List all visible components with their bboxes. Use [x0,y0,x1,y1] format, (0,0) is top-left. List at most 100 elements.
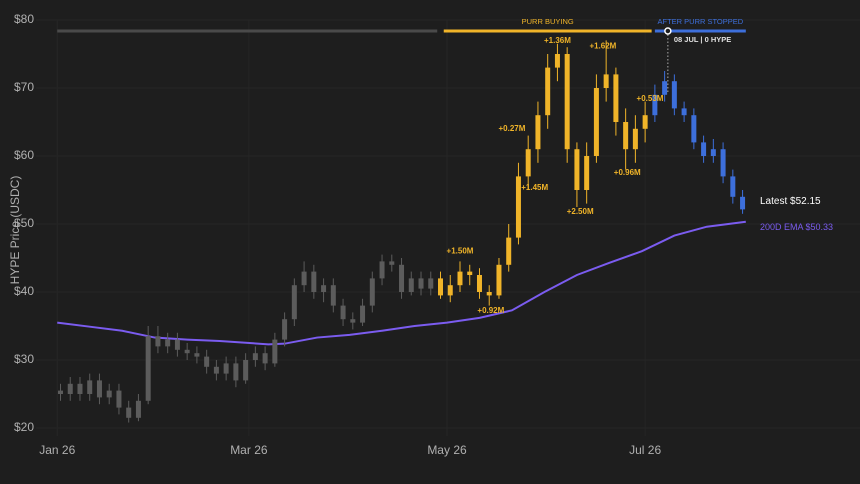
x-tick-label: Mar 26 [230,443,268,457]
x-tick-label: Jul 26 [629,443,661,457]
candle-body [710,149,716,156]
candle-body [379,261,385,279]
candle-body [593,88,599,156]
candle-body [554,54,560,68]
candle-body [623,122,629,150]
candle-body [67,383,73,394]
x-tick-label: Jan 26 [39,443,75,457]
phase-label: AFTER PURR STOPPED [657,17,743,26]
candle-body [184,349,190,354]
candle-body [87,380,93,394]
candle-body [613,74,619,122]
candle-body [389,261,395,265]
candle-body [252,353,258,360]
latest-label: Latest $52.15 [760,196,821,207]
candle-body [584,156,590,190]
candle-body [681,108,687,116]
candle-body [720,149,726,177]
candle-body [204,356,210,367]
annotation: +2.50M [567,207,594,216]
annotation: +0.27M [499,124,526,133]
annotation: +1.50M [447,246,474,255]
candle-body [506,237,512,265]
candle-body [457,271,463,286]
candle-body [525,149,531,177]
y-tick-label: $60 [14,148,34,162]
y-tick-label: $70 [14,80,34,94]
annotation: +0.92M [477,306,504,315]
candle-body [350,319,356,323]
y-tick-label: $30 [14,352,34,366]
candle-body [194,353,200,357]
candle-body [243,360,249,381]
candle-body [282,319,288,340]
candle-body [165,339,171,347]
annotation: +1.36M [544,36,571,45]
candle-body [369,278,375,306]
marker-label: 08 JUL | 0 HYPE [674,35,731,44]
candle-body [476,275,482,292]
candle-body [262,353,268,364]
candle-body [603,74,609,88]
candle-body [233,363,239,381]
candle-body [730,176,736,197]
x-tick-label: May 26 [427,443,467,457]
candle-body [116,390,122,408]
candle-body [272,339,278,364]
y-tick-label: $40 [14,284,34,298]
candle-body [57,390,63,394]
marker-dot [664,27,672,35]
candle-body [574,149,580,190]
candle-body [106,390,112,398]
annotation: +1.62M [589,42,616,51]
ema-line [57,220,746,346]
candle-body [671,81,677,109]
candle-body [321,285,327,292]
candle-body [96,380,102,398]
candle-body [467,271,473,275]
candle-body [515,176,521,238]
ema-label: 200D EMA $50.33 [760,222,833,232]
candle-body [408,278,414,292]
candle-body [301,271,307,286]
candle-body [213,366,219,374]
candle-body [447,285,453,296]
candle-body [428,278,434,289]
candle-body [535,115,541,150]
annotation: +0.96M [614,168,641,177]
annotation: +1.45M [521,183,548,192]
candle-body [340,305,346,320]
candle-body [77,383,83,394]
candle-body [174,339,180,350]
candle-body [486,292,492,296]
candle-body [496,264,502,296]
candle-body [642,115,648,129]
phase-label: PURR BUYING [522,17,574,26]
candle-body [652,94,658,116]
candle-body [691,115,697,143]
candle-body [545,67,551,116]
candle-body [399,264,405,292]
y-tick-label: $50 [14,216,34,230]
annotation: +0.53M [637,94,664,103]
y-axis-label: HYPE Price (USDC) [8,176,22,285]
candle-body [155,336,161,347]
candle-body [291,285,297,320]
candle-body [438,278,444,296]
candle-body [418,278,424,289]
y-tick-label: $20 [14,420,34,434]
candle-body [311,271,317,292]
candle-body [662,81,668,95]
candle-body [223,363,229,374]
candle-body [740,196,746,210]
candle-body [564,54,570,150]
candle-body [145,336,151,401]
candle-body [126,407,132,418]
candle-body [360,305,366,323]
candle-body [632,128,638,150]
y-tick-label: $80 [14,12,34,26]
candle-body [135,400,141,418]
candle-body [330,285,336,306]
